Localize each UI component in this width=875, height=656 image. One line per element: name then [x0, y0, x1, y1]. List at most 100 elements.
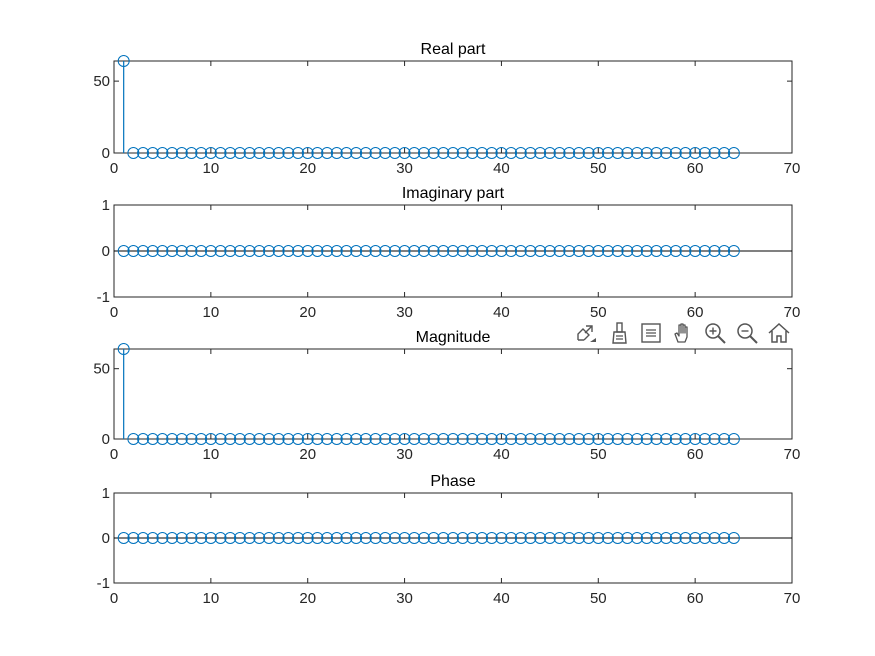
- stem-marker: [572, 245, 585, 257]
- stem-marker: [224, 532, 237, 544]
- stem-marker: [388, 147, 401, 159]
- stem-series: [117, 55, 740, 159]
- stem-marker: [514, 532, 527, 544]
- stem-marker: [224, 433, 237, 445]
- home-button[interactable]: [764, 318, 794, 348]
- y-tick-label: 0: [102, 530, 110, 547]
- export-button[interactable]: [572, 318, 602, 348]
- stem-marker: [572, 433, 585, 445]
- subplot-1: Real part 0 10 20 30 40 50 60 70 0 50: [93, 41, 800, 177]
- stem-marker: [476, 147, 489, 159]
- stem-marker: [379, 532, 392, 544]
- stem-marker: [601, 532, 614, 544]
- stem-marker: [611, 147, 624, 159]
- stem-marker: [340, 433, 353, 445]
- x-tick-label: 30: [396, 160, 413, 177]
- stem-marker: [117, 532, 130, 544]
- stem-marker: [292, 147, 305, 159]
- stem-marker: [398, 147, 411, 159]
- x-tick-label: 20: [299, 304, 316, 321]
- stem-marker: [476, 433, 489, 445]
- stem-marker: [485, 147, 498, 159]
- subplot-title: Imaginary part: [402, 185, 505, 202]
- stem-marker: [495, 433, 508, 445]
- stem-marker: [631, 147, 644, 159]
- stem-marker: [156, 532, 169, 544]
- stem-marker: [534, 532, 547, 544]
- stem-marker: [727, 147, 740, 159]
- x-tick-label: 50: [590, 160, 607, 177]
- pan-button[interactable]: [668, 318, 698, 348]
- data-tips-button[interactable]: [636, 318, 666, 348]
- x-tick-label: 10: [203, 446, 220, 463]
- stem-marker: [640, 245, 653, 257]
- stem-marker: [233, 147, 246, 159]
- stem-marker: [698, 147, 711, 159]
- stem-marker: [466, 245, 479, 257]
- stem-marker: [311, 147, 324, 159]
- stem-marker: [137, 245, 150, 257]
- y-tick-label: -1: [97, 289, 110, 306]
- stem-marker: [524, 433, 537, 445]
- stem-marker: [350, 532, 363, 544]
- stem-marker: [253, 147, 266, 159]
- stem-marker: [311, 245, 324, 257]
- stem-marker: [359, 532, 372, 544]
- stem-marker: [282, 532, 295, 544]
- stem-marker: [359, 245, 372, 257]
- stem-marker: [621, 245, 634, 257]
- stem-marker: [330, 147, 343, 159]
- stem-marker: [156, 147, 169, 159]
- stem-marker: [669, 147, 682, 159]
- stem-marker: [175, 147, 188, 159]
- stem-marker: [166, 245, 179, 257]
- brush-button[interactable]: [604, 318, 634, 348]
- stem-marker: [427, 147, 440, 159]
- stem-marker: [185, 532, 198, 544]
- stem-marker: [505, 147, 518, 159]
- stem-marker: [398, 433, 411, 445]
- stem-marker: [563, 532, 576, 544]
- x-tick-label: 70: [784, 160, 801, 177]
- stem-marker: [553, 532, 566, 544]
- home-icon: [768, 322, 790, 343]
- stem-marker: [456, 147, 469, 159]
- y-tick-label: 50: [93, 73, 110, 90]
- stem-marker: [272, 147, 285, 159]
- stem-marker: [292, 532, 305, 544]
- stem-marker: [359, 433, 372, 445]
- stem-marker: [640, 433, 653, 445]
- x-tick-label: 0: [110, 590, 118, 607]
- stem-marker: [553, 433, 566, 445]
- stem-marker: [272, 433, 285, 445]
- stem-marker: [417, 147, 430, 159]
- stem-marker: [301, 532, 314, 544]
- stem-marker: [650, 245, 663, 257]
- stem-marker: [611, 532, 624, 544]
- stem-marker: [485, 532, 498, 544]
- stem-marker: [321, 532, 334, 544]
- stem-marker: [679, 245, 692, 257]
- stem-marker: [592, 532, 605, 544]
- stem-marker: [514, 433, 527, 445]
- stem-marker: [718, 532, 731, 544]
- stem-marker: [195, 147, 208, 159]
- x-tick-label: 20: [299, 590, 316, 607]
- stem-marker: [553, 147, 566, 159]
- zoom-out-button[interactable]: [732, 318, 762, 348]
- stem-marker: [495, 245, 508, 257]
- stem-marker: [321, 147, 334, 159]
- x-tick-label: 10: [203, 304, 220, 321]
- stem-marker: [660, 433, 673, 445]
- stem-marker: [292, 433, 305, 445]
- zoom-in-button[interactable]: [700, 318, 730, 348]
- stem-marker: [359, 147, 372, 159]
- stem-marker: [127, 147, 140, 159]
- stem-marker: [437, 147, 450, 159]
- stem-marker: [650, 532, 663, 544]
- stem-marker: [340, 147, 353, 159]
- stem-marker: [466, 147, 479, 159]
- stem-marker: [214, 245, 227, 257]
- stem-marker: [514, 147, 527, 159]
- stem-marker: [582, 245, 595, 257]
